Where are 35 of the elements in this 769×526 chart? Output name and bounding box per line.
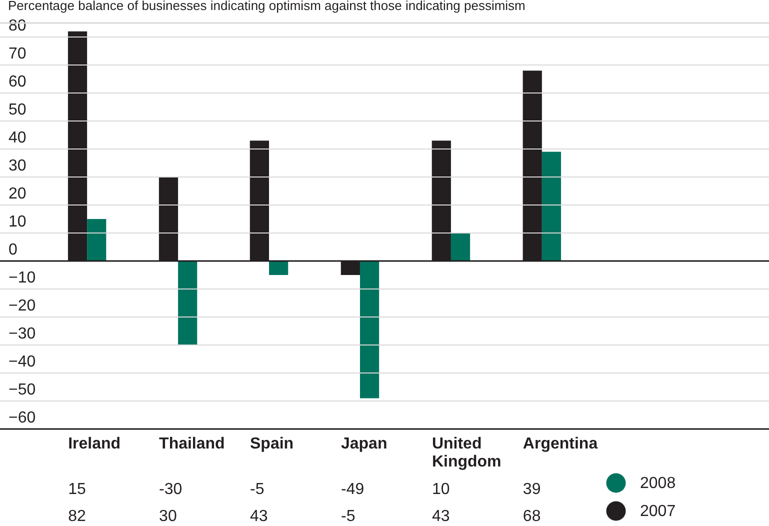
y-tick-label: 40 bbox=[8, 130, 26, 146]
y-tick-label: 20 bbox=[8, 186, 26, 202]
y-tick-label: −40 bbox=[8, 354, 36, 370]
data-label: 30 bbox=[159, 508, 177, 525]
x-tick-label: Japan bbox=[340, 436, 388, 452]
y-tick-label: 10 bbox=[8, 214, 26, 230]
legend-label: 2008 bbox=[640, 475, 676, 492]
data-label: 68 bbox=[522, 508, 541, 525]
data-label: -5 bbox=[340, 508, 356, 525]
y-tick-label: 0 bbox=[8, 242, 18, 258]
x-tick-label: Argentina bbox=[522, 436, 598, 452]
data-label: -30 bbox=[159, 481, 182, 498]
y-tick-label: 60 bbox=[8, 74, 26, 90]
x-tick-label: Spain bbox=[250, 436, 294, 452]
x-tick-label: Ireland bbox=[68, 436, 121, 452]
y-tick-label: 50 bbox=[8, 102, 26, 118]
data-label: 82 bbox=[68, 508, 86, 525]
y-tick-label: 30 bbox=[8, 158, 26, 174]
y-tick-label: −50 bbox=[8, 382, 36, 398]
legend-label: 2007 bbox=[640, 503, 676, 520]
chart-subtitle: Percentage balance of businesses indicating optimism against those indicating pessimism bbox=[8, 0, 526, 13]
data-label: 15 bbox=[68, 481, 86, 498]
data-label: -5 bbox=[250, 481, 264, 498]
y-tick-label: −60 bbox=[8, 410, 36, 426]
y-tick-label: −30 bbox=[8, 326, 36, 342]
y-tick-label: 70 bbox=[8, 46, 26, 62]
data-label: 10 bbox=[432, 481, 450, 498]
x-tick-label: United Kingdom bbox=[432, 436, 502, 470]
x-tick-label: Thailand bbox=[159, 436, 225, 452]
y-tick-label: −10 bbox=[8, 270, 36, 286]
data-label: 43 bbox=[432, 508, 450, 525]
data-label: 43 bbox=[250, 508, 268, 525]
data-label: 39 bbox=[522, 481, 541, 498]
data-label: -49 bbox=[340, 481, 364, 498]
y-tick-label: −20 bbox=[8, 298, 36, 314]
